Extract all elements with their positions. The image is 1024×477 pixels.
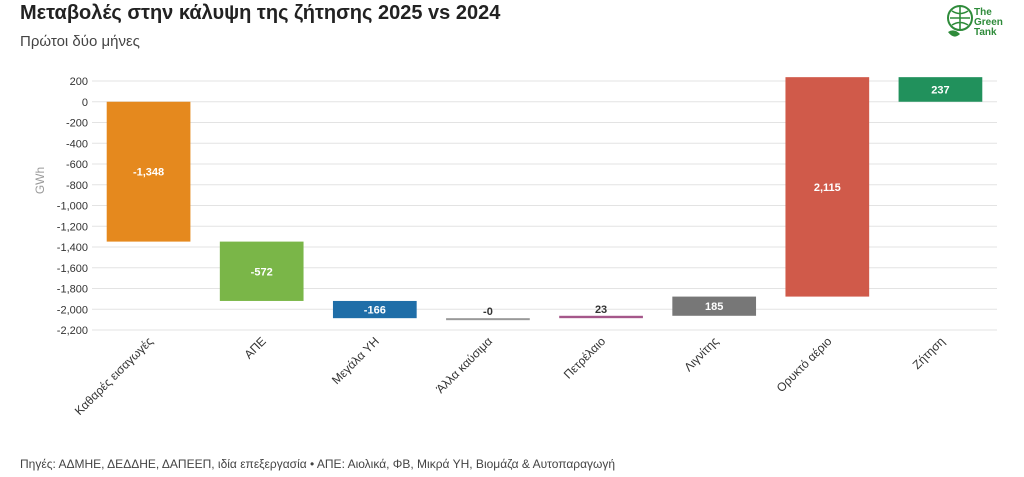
data-label: 237 [931, 84, 949, 96]
data-label: -1,348 [133, 167, 164, 179]
x-tick-label: ΑΠΕ [241, 334, 268, 361]
data-label: 23 [595, 304, 607, 316]
bar [898, 77, 983, 102]
logo-text-line1: The [974, 7, 992, 18]
data-label: 185 [705, 301, 723, 313]
x-tick-label: Ζήτηση [910, 334, 948, 372]
bar [446, 318, 530, 321]
bar [559, 315, 643, 319]
x-tick-label: Ορυκτό αέριο [774, 334, 835, 395]
x-tick-label: Πετρέλαιο [561, 334, 609, 382]
green-tank-logo: The Green Tank [946, 2, 1016, 44]
y-tick-label: -200 [66, 118, 88, 130]
y-tick-label: -1,600 [57, 263, 88, 275]
y-tick-label: -800 [66, 180, 88, 192]
y-tick-label: 0 [82, 97, 88, 109]
chart-subtitle: Πρώτοι δύο μήνες [20, 33, 140, 50]
logo-text-line3: Tank [974, 27, 997, 38]
y-tick-label: -1,200 [57, 221, 88, 233]
y-tick-label: -2,000 [57, 304, 88, 316]
bar [332, 300, 417, 319]
globe-leaf-icon [947, 5, 973, 37]
bar [672, 296, 757, 316]
x-tick-label: Άλλα καύσιμα [433, 334, 495, 396]
logo-text: The Green Tank [974, 8, 1003, 38]
data-label: -0 [483, 306, 493, 318]
source-note: Πηγές: ΑΔΜΗΕ, ΔΕΔΔΗΕ, ΔΑΠΕΕΠ, ιδία επεξε… [20, 457, 616, 471]
chart-title: Μεταβολές στην κάλυψη της ζήτησης 2025 v… [20, 2, 501, 24]
x-tick-label: Μεγάλα ΥΗ [329, 334, 382, 387]
y-tick-label: -1,400 [57, 242, 88, 254]
data-label: -572 [251, 266, 273, 278]
x-tick-label: Καθαρές εισαγωγές [72, 334, 156, 418]
bar [219, 241, 304, 301]
logo-text-line2: Green [974, 17, 1003, 28]
y-axis-label: GWh [33, 167, 47, 194]
bar [785, 77, 870, 297]
y-tick-label: -600 [66, 159, 88, 171]
y-tick-label: -2,200 [57, 325, 88, 337]
bar [106, 101, 191, 242]
y-tick-label: -1,800 [57, 284, 88, 296]
data-label: -166 [364, 305, 386, 317]
x-tick-label: Λιγνίτης [681, 334, 721, 374]
data-label: 2,115 [814, 182, 841, 194]
waterfall-chart: 200 0 -200 -400 -600 -800 -1,000 -1,200 -1,400 -1… [33, 76, 997, 418]
y-tick-label: -400 [66, 138, 88, 150]
y-tick-label: 200 [70, 76, 88, 88]
y-tick-label: -1,000 [57, 201, 88, 213]
